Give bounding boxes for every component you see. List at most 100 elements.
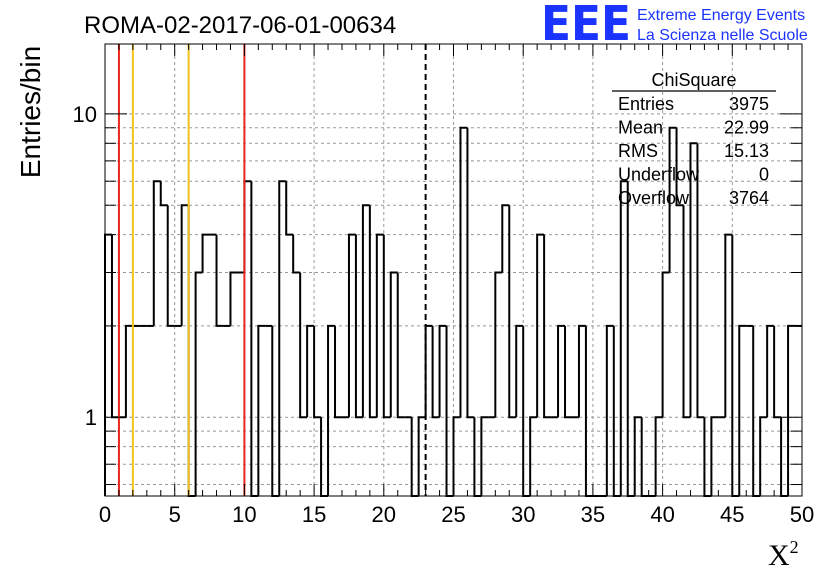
histogram-bin — [710, 416, 719, 496]
logo-line-1: Extreme Energy Events — [637, 7, 805, 24]
histogram-bin — [278, 180, 287, 496]
histogram-bin — [431, 325, 440, 419]
histogram-bin — [104, 233, 112, 496]
y-axis-label: Entries/bin — [15, 46, 46, 178]
histogram-bin — [466, 127, 475, 419]
stats-row-value: 15.13 — [724, 141, 769, 161]
histogram-bin — [508, 205, 517, 419]
x-axis-label-superscript: 2 — [790, 537, 799, 557]
logo-line-2: La Scienza nelle Scuole — [637, 27, 808, 44]
histogram-bin — [536, 233, 545, 418]
histogram-bin — [187, 205, 196, 497]
histogram-bin — [445, 325, 454, 497]
x-tick-label: 5 — [169, 502, 181, 527]
histogram-bin — [661, 271, 670, 418]
histogram-bin — [605, 324, 614, 496]
histogram-bin — [564, 325, 572, 419]
stats-row-label: Mean — [618, 118, 663, 138]
histogram-bin — [738, 324, 747, 496]
histogram-bin — [731, 234, 740, 497]
histogram-bin — [382, 234, 391, 419]
histogram-bin — [522, 325, 531, 497]
histogram-bin — [389, 271, 398, 418]
histogram-bin — [480, 416, 489, 496]
histogram-bin — [438, 324, 447, 418]
histogram-bin — [299, 272, 308, 419]
histogram-bin — [243, 180, 252, 273]
x-tick-label: 15 — [302, 502, 326, 527]
histogram-bin — [166, 205, 175, 327]
histogram-bin — [501, 204, 510, 273]
stats-row-value: 22.99 — [724, 118, 769, 138]
histogram-bin — [375, 233, 384, 418]
x-tick-label: 0 — [99, 502, 111, 527]
histogram-bin — [619, 180, 628, 496]
histogram-bin — [543, 234, 552, 419]
x-tick-label: 20 — [372, 502, 396, 527]
histogram-bin — [361, 204, 370, 418]
y-tick-label: 10 — [73, 102, 97, 127]
histogram-bin — [773, 325, 782, 419]
histogram-bin — [354, 234, 363, 419]
histogram-bin — [306, 324, 315, 418]
histogram-bin — [229, 271, 238, 326]
histogram-bin — [759, 416, 768, 496]
histogram-bin — [675, 127, 684, 207]
x-tick-label: 10 — [232, 502, 256, 527]
stats-row-value: 0 — [759, 165, 769, 185]
histogram-bin — [494, 271, 503, 418]
histogram-bin — [787, 324, 796, 496]
histogram-bin — [124, 324, 133, 418]
chart-title: ROMA-02-2017-06-01-00634 — [84, 12, 396, 39]
stats-row-value: 3975 — [729, 94, 769, 114]
histogram-bin — [626, 181, 635, 497]
histogram-bin — [215, 234, 224, 327]
histogram-bin — [766, 324, 775, 418]
x-axis-label-group: X2 — [768, 537, 799, 572]
histogram-bin — [194, 271, 203, 496]
stats-row-label: RMS — [618, 141, 658, 161]
histogram-bin — [459, 126, 468, 418]
x-axis-label: X — [768, 539, 790, 572]
histogram-bin — [612, 325, 621, 497]
histogram-bin — [334, 325, 342, 419]
histogram-bin — [557, 324, 566, 418]
histogram-bin — [452, 416, 461, 496]
histogram-bin — [285, 181, 294, 236]
stats-row-value: 3764 — [729, 188, 769, 208]
stats-row-label: Overflow — [618, 188, 690, 208]
histogram-bin — [201, 233, 210, 273]
eee-logo-letters: EEE — [541, 0, 631, 52]
histogram-bin — [159, 181, 168, 207]
stats-box: ChiSquare Entries 3975 Mean 22.99 RMS 15.13 Un… — [612, 70, 776, 208]
histogram-bin — [180, 204, 189, 326]
plot-frame — [104, 43, 803, 497]
histogram-bin — [250, 181, 259, 497]
histogram-bin — [752, 325, 761, 497]
histogram-bin — [668, 126, 677, 273]
stats-name: ChiSquare — [651, 70, 736, 90]
histogram-bin — [292, 234, 301, 274]
histogram-bin — [271, 325, 280, 497]
eee-logo: EEE Extreme Energy Events La Scienza nel… — [541, 0, 808, 52]
vertical-marker-lines — [117, 44, 427, 496]
histogram-bin — [396, 272, 405, 419]
stats-rows: Entries 3975 Mean 22.99 RMS 15.13 Underflow 0 Ov… — [618, 94, 769, 208]
histogram-bin — [584, 325, 593, 497]
histogram-bin — [654, 416, 663, 496]
stats-row-label: Underflow — [618, 165, 700, 185]
histogram-bin — [633, 416, 642, 496]
histogram-bin — [424, 324, 433, 418]
x-tick-label: 35 — [581, 502, 605, 527]
histogram-bin — [577, 324, 586, 418]
x-tick-label: 50 — [790, 502, 814, 527]
x-tick-label: 30 — [511, 502, 535, 527]
histogram-bin — [257, 324, 266, 496]
histogram-bin — [327, 324, 336, 496]
histogram-bin — [724, 233, 733, 418]
histogram-bin — [529, 416, 538, 496]
x-tick-label: 25 — [441, 502, 465, 527]
x-tick-label: 40 — [650, 502, 674, 527]
x-tick-label: 45 — [720, 502, 744, 527]
y-tick-label: 1 — [85, 405, 97, 430]
